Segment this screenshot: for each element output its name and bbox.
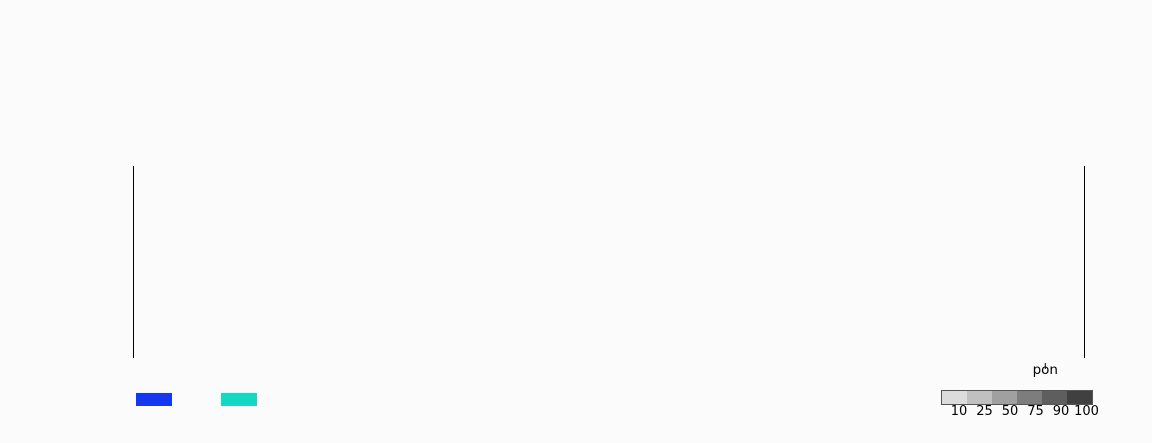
cloud-density-step [967, 391, 992, 404]
cloud-density-scale-labels: 10 25 50 75 90 100 [937, 404, 1099, 420]
weather-icon-band [133, 96, 1085, 158]
x-axis-labels: pon [133, 362, 1085, 380]
cloud-density-step [1067, 391, 1092, 404]
precipitation-swatch [136, 392, 172, 406]
x-axis-tick-marks [133, 358, 1085, 369]
forecast-plot [133, 166, 1085, 358]
cloud-density-tick: 90 [1052, 404, 1070, 419]
cloud-density-tick: 25 [976, 404, 993, 419]
x-axis-label: pon [1032, 362, 1058, 378]
cloud-density-tick: 100 [1074, 404, 1099, 419]
cloud-density-tick: 50 [1001, 404, 1019, 419]
day-header-band [133, 52, 1085, 92]
plot-svg [134, 166, 1084, 358]
cloud-density-scale [941, 390, 1093, 405]
cloud-density-step [942, 391, 967, 404]
cloud-density-tick: 10 [950, 404, 968, 419]
cloud-density-tick: 75 [1027, 404, 1044, 419]
series-legend [136, 389, 266, 409]
cloud-density-step [992, 391, 1017, 404]
cloud-density-step [1017, 391, 1042, 404]
showers-swatch [221, 392, 257, 406]
cloud-density-step [1042, 391, 1067, 404]
